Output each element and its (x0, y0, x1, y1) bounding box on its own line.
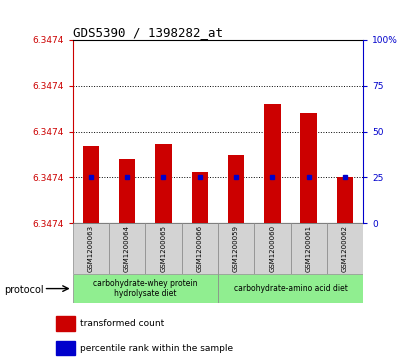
Bar (56, 316, 75, 331)
Text: GDS5390 / 1398282_at: GDS5390 / 1398282_at (73, 26, 222, 39)
Bar (264, 104, 281, 223)
Bar (254, 223, 290, 274)
Text: GSM1200063: GSM1200063 (88, 225, 94, 272)
Text: carbohydrate-amino acid diet: carbohydrate-amino acid diet (234, 284, 347, 293)
Text: GSM1200059: GSM1200059 (233, 225, 239, 272)
Text: GSM1200060: GSM1200060 (269, 225, 275, 272)
Bar (155, 144, 171, 223)
Bar (181, 223, 218, 274)
Bar (119, 159, 135, 223)
Text: percentile rank within the sample: percentile rank within the sample (81, 344, 233, 352)
Bar (337, 178, 353, 223)
Bar (300, 113, 317, 223)
Text: GSM1200061: GSM1200061 (306, 225, 312, 272)
Bar (73, 223, 109, 274)
Bar (290, 223, 327, 274)
Bar (218, 223, 254, 274)
Bar (145, 223, 181, 274)
Text: protocol: protocol (4, 285, 44, 295)
Bar (56, 341, 75, 355)
Text: GSM1200064: GSM1200064 (124, 225, 130, 272)
Text: GSM1200062: GSM1200062 (342, 225, 348, 272)
Bar (73, 274, 218, 303)
Text: GSM1200065: GSM1200065 (161, 225, 166, 272)
Bar (109, 223, 145, 274)
Bar (228, 155, 244, 223)
Text: GSM1200066: GSM1200066 (197, 225, 203, 272)
Text: carbohydrate-whey protein
hydrolysate diet: carbohydrate-whey protein hydrolysate di… (93, 279, 198, 298)
Bar (327, 223, 363, 274)
Bar (192, 172, 208, 223)
Bar (83, 146, 99, 223)
Bar (218, 274, 363, 303)
Text: transformed count: transformed count (81, 319, 165, 328)
